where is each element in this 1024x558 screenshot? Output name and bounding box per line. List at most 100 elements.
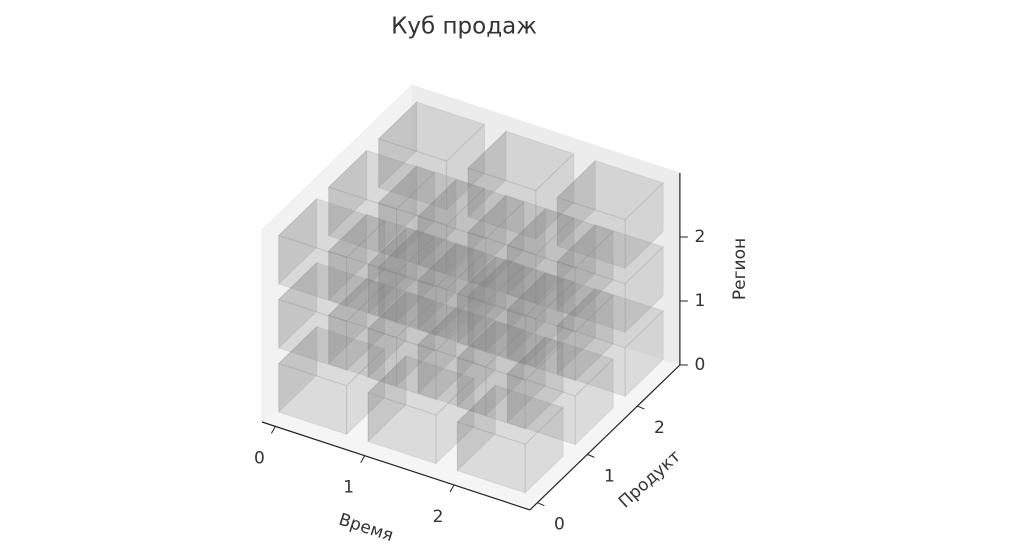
voxel-face	[378, 266, 448, 339]
voxel	[327, 277, 436, 388]
voxel-face	[278, 234, 348, 307]
voxel-face	[467, 194, 507, 282]
z-axis-label: Регион	[730, 238, 750, 300]
voxel-face	[328, 213, 368, 301]
voxel-face	[278, 261, 318, 350]
voxel-face	[417, 343, 487, 416]
voxel-face	[417, 243, 525, 304]
voxel	[377, 164, 486, 275]
z-tick-label: 1	[694, 291, 705, 311]
x-tick	[449, 484, 455, 493]
voxel-face	[367, 226, 407, 315]
voxel-face	[485, 200, 525, 289]
voxel-face	[278, 197, 318, 286]
voxel-face	[327, 213, 436, 274]
voxel-face	[506, 336, 615, 397]
voxel-face	[328, 186, 398, 259]
voxel-face	[467, 194, 575, 255]
voxel-face	[535, 152, 575, 241]
voxel-face	[417, 178, 457, 267]
voxel-face	[485, 264, 525, 353]
voxel-face	[328, 277, 368, 365]
voxel	[277, 197, 386, 308]
voxel	[506, 271, 615, 382]
voxel-face	[277, 262, 386, 323]
voxel-face	[556, 288, 665, 349]
y-tick	[637, 405, 645, 410]
voxel-face	[456, 293, 526, 366]
z-tick-label: 0	[694, 355, 705, 375]
voxel	[327, 149, 436, 260]
voxel-face	[506, 335, 546, 424]
voxel-face	[278, 362, 348, 435]
voxel	[417, 178, 525, 289]
voxel	[277, 325, 386, 436]
voxel-face	[467, 258, 575, 319]
voxel-face	[624, 181, 664, 270]
voxel	[327, 213, 436, 324]
voxel-face	[456, 320, 496, 408]
voxel-face	[367, 291, 475, 352]
voxel	[456, 320, 565, 431]
voxel-face	[456, 384, 565, 445]
voxel-face	[396, 171, 436, 260]
voxel	[367, 290, 475, 401]
voxel-face	[535, 280, 575, 369]
voxel-face	[574, 358, 614, 446]
voxel-face	[377, 165, 486, 226]
voxel-face	[417, 215, 487, 288]
voxel-face	[328, 149, 368, 237]
axis-line	[261, 421, 531, 511]
x-tick-label: 1	[343, 478, 354, 498]
x-tick	[270, 426, 276, 434]
voxel	[456, 256, 565, 367]
voxel	[556, 159, 665, 270]
voxel-face	[506, 271, 546, 360]
voxel-face	[417, 306, 457, 395]
voxel-face	[467, 258, 507, 346]
voxel-face	[524, 342, 564, 431]
voxel	[456, 384, 565, 495]
y-tick	[537, 502, 545, 507]
voxel-face	[446, 123, 486, 211]
voxel-face	[506, 272, 615, 333]
voxel-face	[328, 314, 398, 387]
voxel-face	[556, 159, 596, 248]
voxel	[367, 226, 475, 337]
voxel-face	[456, 256, 565, 317]
voxel-face	[417, 179, 525, 240]
voxel-face	[346, 219, 386, 308]
voxel-face	[446, 251, 486, 339]
voxel-face	[396, 235, 436, 324]
voxel	[506, 207, 615, 318]
voxel-face	[506, 245, 576, 318]
voxel-face	[446, 187, 486, 275]
voxel-face	[535, 216, 575, 305]
voxel-face	[327, 277, 436, 338]
voxel-face	[556, 223, 596, 312]
voxel-face	[278, 325, 318, 414]
voxel-face	[367, 264, 437, 337]
voxel	[556, 287, 665, 398]
voxel-face	[277, 198, 386, 259]
y-tick-label: 1	[604, 466, 615, 486]
voxel-face	[346, 347, 386, 436]
voxel	[277, 261, 386, 372]
voxel-face	[417, 242, 457, 331]
voxel-face	[467, 167, 537, 240]
voxel-face	[456, 357, 526, 430]
voxel-face	[367, 290, 407, 379]
x-tick-label: 2	[433, 507, 444, 527]
voxel	[417, 306, 525, 417]
voxel	[506, 335, 615, 446]
voxel-face	[396, 299, 436, 388]
voxel-face	[467, 130, 507, 218]
voxel-face	[456, 421, 526, 494]
voxel-face	[456, 384, 496, 472]
voxel-face	[378, 100, 418, 189]
voxel-face	[328, 250, 398, 323]
x-axis-label: Время	[336, 510, 395, 546]
voxel-face	[367, 392, 437, 465]
voxel-face	[435, 377, 475, 465]
